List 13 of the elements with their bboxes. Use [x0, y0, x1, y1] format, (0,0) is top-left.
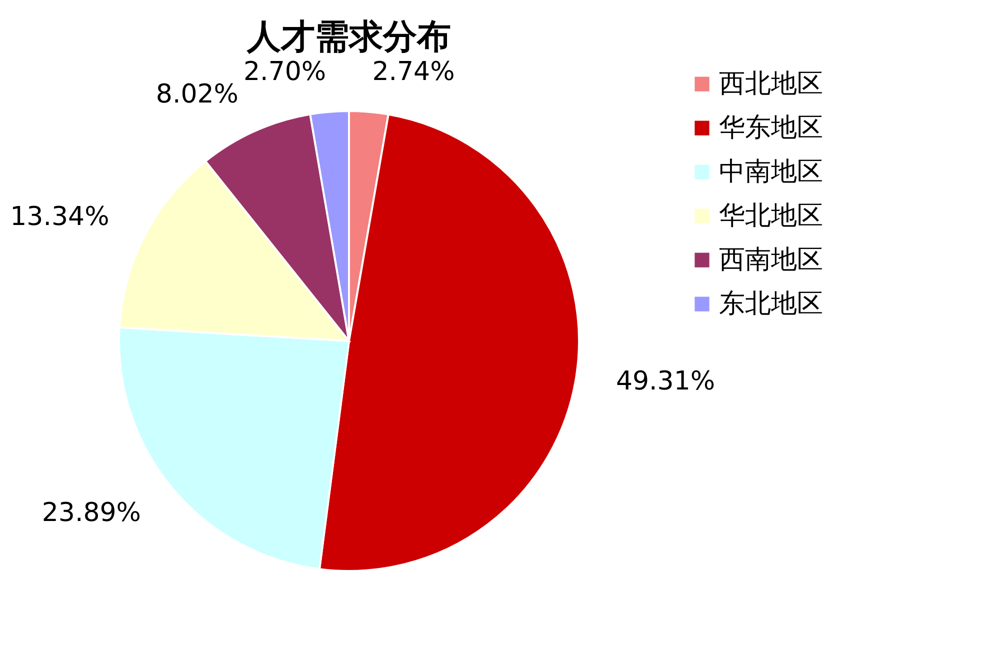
data-label: 2.74% [372, 57, 455, 87]
data-label: 2.70% [244, 56, 326, 87]
legend-label: 西北地区 [719, 69, 823, 99]
legend-label: 中南地区 [719, 157, 823, 187]
legend-label: 东北地区 [719, 289, 823, 319]
data-label: 13.34% [10, 202, 110, 232]
data-label: 49.31% [616, 366, 716, 396]
data-label: 8.02% [156, 80, 239, 110]
legend-label: 西南地区 [719, 245, 823, 275]
legend-label: 华东地区 [719, 113, 823, 143]
legend-label: 华北地区 [719, 201, 823, 231]
chart-title: 人才需求分布 [246, 16, 451, 57]
data-label: 23.89% [42, 498, 142, 528]
